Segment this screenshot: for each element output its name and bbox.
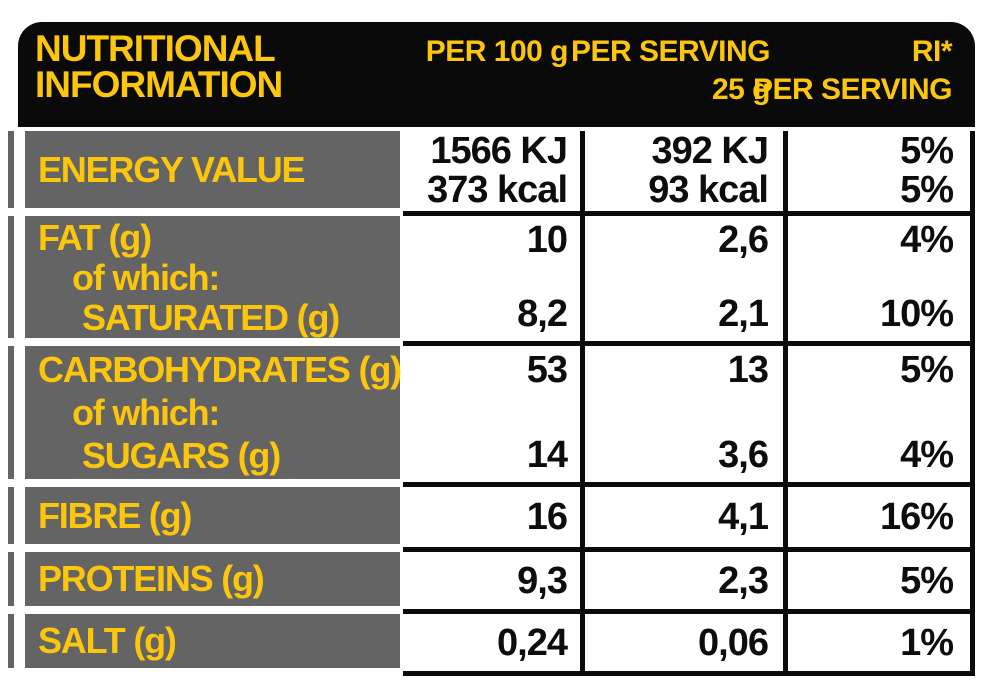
left-accent-strip	[8, 216, 14, 338]
cell-energy-per100: 1566 KJ 373 kcal	[403, 131, 585, 216]
cell-proteins-serving: 2,3	[585, 552, 788, 614]
cell-carbohydrates-per100: 53 14	[403, 346, 585, 487]
table-row-energy: ENERGY VALUE 1566 KJ 373 kcal 392 KJ 93 …	[8, 131, 975, 216]
nutrition-table: ENERGY VALUE 1566 KJ 373 kcal 392 KJ 93 …	[8, 131, 975, 676]
page-title: NUTRITIONAL INFORMATION	[35, 28, 283, 105]
left-accent-strip	[8, 131, 14, 208]
row-label-salt: SALT (g)	[25, 614, 400, 668]
cell-carbohydrates-ri: 5% 4%	[788, 346, 975, 487]
cell-salt-serving: 0,06	[585, 614, 788, 676]
table-row-proteins: PROTEINS (g) 9,3 2,3 5%	[8, 552, 975, 614]
row-label-fibre: FIBRE (g)	[25, 487, 400, 544]
cell-salt-per100: 0,24	[403, 614, 585, 676]
cell-energy-ri: 5% 5%	[788, 131, 975, 216]
cell-proteins-ri: 5%	[788, 552, 975, 614]
table-header: NUTRITIONAL INFORMATION PER 100 g PER SE…	[18, 22, 975, 127]
column-header-ri-per-serving: RI* PER SERVING	[752, 35, 953, 106]
table-row-carbohydrates: CARBOHYDRATES (g) of which: SUGARS (g) 5…	[8, 346, 975, 487]
cell-proteins-per100: 9,3	[403, 552, 585, 614]
cell-fat-per100: 10 8,2	[403, 216, 585, 346]
row-label-proteins: PROTEINS (g)	[25, 552, 400, 606]
cell-fat-ri: 4% 10%	[788, 216, 975, 346]
cell-energy-serving: 392 KJ 93 kcal	[585, 131, 788, 216]
table-row-fat: FAT (g) of which: SATURATED (g) 10 8,2 2…	[8, 216, 975, 346]
table-row-fibre: FIBRE (g) 16 4,1 16%	[8, 487, 975, 552]
left-accent-strip	[8, 552, 14, 606]
left-accent-strip	[8, 346, 14, 479]
title-line-2: INFORMATION	[35, 64, 283, 105]
cell-fat-serving: 2,6 2,1	[585, 216, 788, 346]
cell-carbohydrates-serving: 13 3,6	[585, 346, 788, 487]
column-header-per-serving: PER SERVING 25 g	[570, 35, 771, 106]
cell-fibre-ri: 16%	[788, 487, 975, 552]
cell-fibre-serving: 4,1	[585, 487, 788, 552]
left-accent-strip	[8, 614, 14, 668]
title-line-1: NUTRITIONAL	[35, 28, 276, 69]
cell-salt-ri: 1%	[788, 614, 975, 676]
cell-fibre-per100: 16	[403, 487, 585, 552]
row-label-fat: FAT (g) of which: SATURATED (g)	[25, 216, 400, 338]
row-label-energy: ENERGY VALUE	[25, 131, 400, 208]
row-label-carbohydrates: CARBOHYDRATES (g) of which: SUGARS (g)	[25, 346, 402, 479]
column-header-per-100g: PER 100 g	[425, 35, 569, 68]
left-accent-strip	[8, 487, 14, 544]
table-row-salt: SALT (g) 0,24 0,06 1%	[8, 614, 975, 676]
